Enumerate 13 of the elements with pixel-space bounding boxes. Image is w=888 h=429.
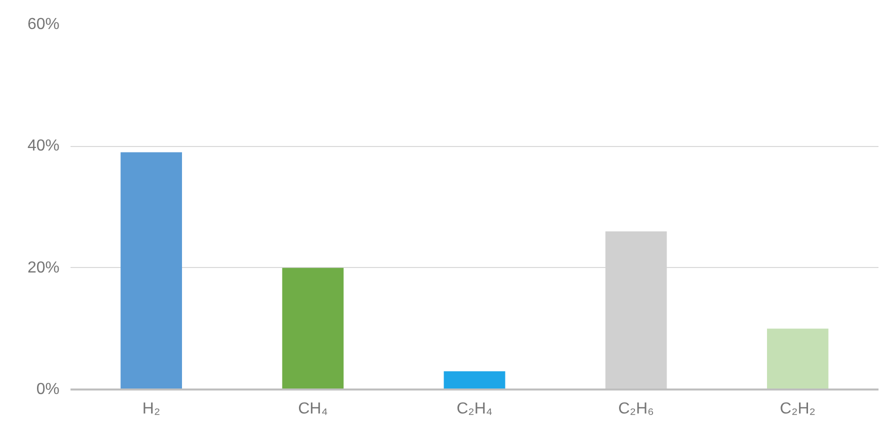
bar: [766, 328, 828, 390]
x-tick-label: H₂: [142, 400, 160, 418]
bar: [444, 371, 506, 390]
y-tick-label: 60%: [27, 16, 60, 33]
y-tick-label: 20%: [27, 259, 60, 276]
x-tick-label: C₂H₄: [456, 400, 492, 418]
x-tick-label: C₂H₆: [618, 400, 654, 418]
y-tick-label: 40%: [27, 138, 60, 155]
x-tick-label: CH₄: [298, 400, 328, 418]
bar: [120, 152, 182, 390]
y-tick-label: 0%: [36, 381, 60, 398]
bar: [282, 268, 344, 390]
x-tick-label: C₂H₂: [780, 400, 816, 418]
